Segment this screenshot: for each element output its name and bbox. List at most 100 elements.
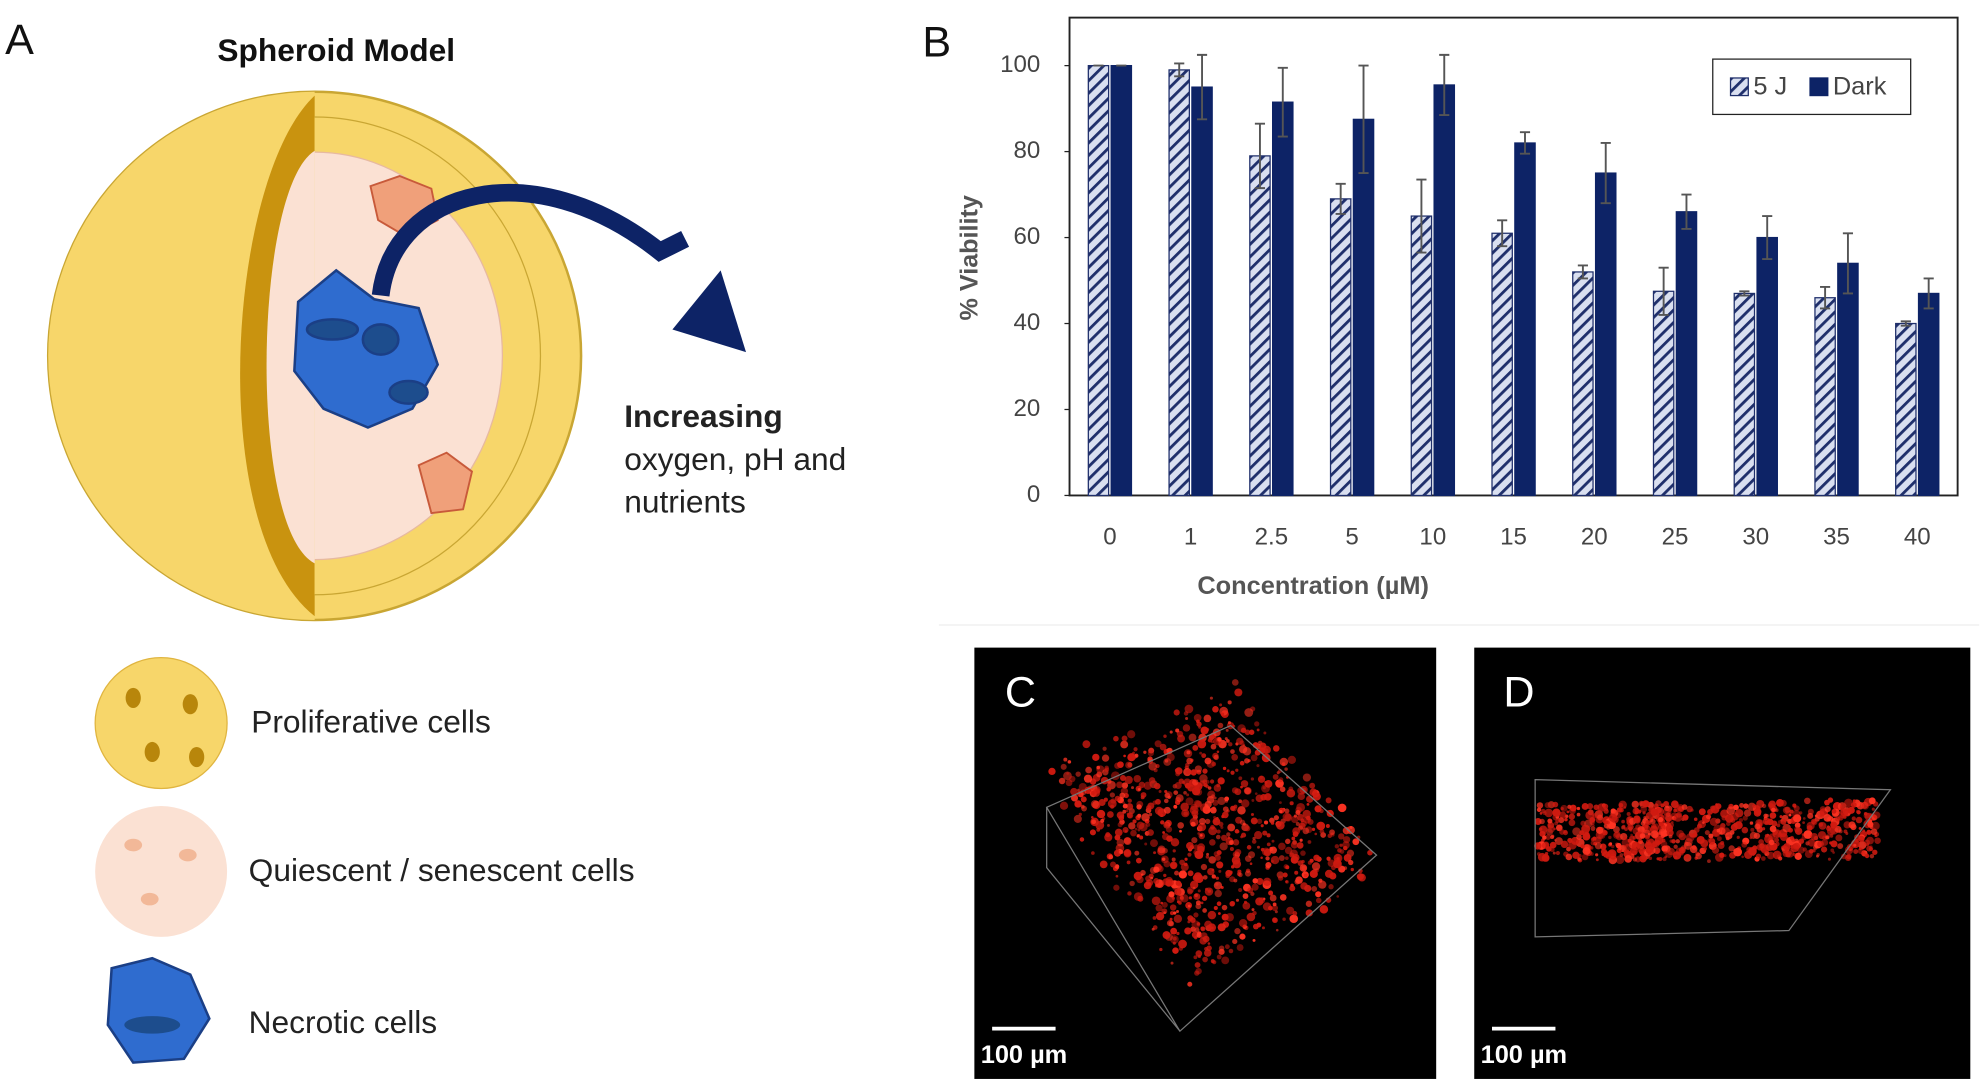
cell-dot: [1665, 817, 1671, 823]
x-tick-label: 40: [1904, 524, 1931, 551]
cell-dot: [1678, 846, 1686, 854]
error-bar: [1900, 320, 1911, 327]
cell-dot: [1792, 852, 1796, 857]
cell-dot: [1175, 880, 1182, 886]
cell-dot: [1082, 740, 1091, 749]
cell-dot: [1682, 814, 1689, 821]
cell-dot: [1622, 824, 1626, 829]
error-bar: [1923, 277, 1934, 310]
cell-dot: [1764, 834, 1769, 838]
cell-dot: [1228, 742, 1233, 747]
cell-dot: [1204, 818, 1211, 825]
plot-frame: [1068, 16, 1959, 497]
cell-dot: [1589, 851, 1594, 856]
cell-dot: [1204, 887, 1209, 891]
cell-dot: [1220, 834, 1228, 842]
cell-dot: [1254, 792, 1258, 795]
cell-dot: [1125, 809, 1129, 813]
cell-dot: [1763, 813, 1768, 818]
cell-dot: [1816, 854, 1819, 858]
cell-dot: [1803, 830, 1813, 839]
cell-dot: [1123, 837, 1132, 845]
cell-dot: [1080, 796, 1087, 803]
cell-dot: [1190, 821, 1196, 827]
cell-dot: [1137, 828, 1141, 832]
cell-dot: [1269, 846, 1277, 854]
cell-dot: [1539, 818, 1545, 825]
arrow-text: oxygen, pH and: [624, 441, 846, 477]
cell-dot: [1693, 827, 1700, 833]
cell-dot: [1552, 801, 1559, 808]
cell-dot: [1147, 829, 1154, 836]
cell-dot: [1171, 896, 1175, 900]
cell-dot: [1595, 858, 1599, 862]
bar: [1814, 297, 1836, 497]
cell-dot: [1260, 856, 1263, 860]
cell-dot: [1604, 820, 1609, 825]
cell-dot: [1178, 939, 1187, 949]
cell-dot: [1594, 842, 1602, 850]
cell-dot: [1204, 920, 1212, 929]
cell-dot: [1230, 749, 1235, 754]
bar: [1168, 69, 1190, 497]
bar: [1733, 292, 1756, 497]
cell-dot: [1568, 819, 1576, 827]
cell-dot: [1702, 821, 1705, 824]
cell-dot: [1195, 950, 1203, 957]
y-tick-label: 40: [1014, 309, 1041, 336]
cell-dot: [1126, 860, 1131, 865]
cell-dot: [1850, 839, 1860, 849]
cell-dot: [1224, 944, 1230, 950]
cell-dot: [1673, 855, 1678, 860]
cell-dot: [1837, 843, 1844, 850]
cell-dot: [1294, 870, 1299, 875]
cell-dot: [1145, 879, 1154, 887]
cell-dot: [1114, 795, 1121, 802]
bar: [1410, 215, 1433, 497]
cell-dot: [1117, 822, 1123, 828]
cell-dot: [1078, 792, 1084, 798]
error-bar: [1577, 264, 1588, 280]
cell-dot: [1217, 796, 1226, 806]
cell-dot: [1319, 829, 1325, 834]
cell-dot: [1698, 808, 1706, 816]
cell-dot: [1104, 767, 1110, 773]
cell-dot: [1319, 905, 1329, 914]
cell-dot: [1113, 735, 1119, 742]
cell-dot: [1206, 945, 1212, 951]
cell-dot: [1289, 801, 1294, 806]
cell-dot: [1834, 825, 1842, 833]
cell-dot: [1268, 905, 1273, 911]
cell-dot: [1103, 797, 1108, 802]
cell-dot: [1761, 827, 1766, 831]
cell-dot: [1119, 775, 1127, 781]
cell-dot: [1251, 799, 1255, 802]
cell-dot: [1184, 857, 1188, 861]
cell-dot: [1133, 747, 1138, 752]
cell-dot: [1262, 785, 1266, 790]
cell-dot: [1780, 819, 1787, 825]
cell-dot: [1645, 819, 1650, 825]
cell-dot: [1224, 737, 1228, 741]
cell-dot: [1768, 800, 1776, 808]
cell-dot: [1215, 834, 1221, 840]
cell-dot: [1204, 757, 1212, 765]
cell-dot: [1124, 775, 1133, 785]
cell-dot: [1858, 835, 1865, 843]
bar: [1191, 86, 1213, 497]
cell-dot: [1640, 821, 1646, 826]
cell-dot: [1122, 801, 1125, 805]
cell-dot: [1058, 777, 1066, 785]
cell-dot: [1123, 849, 1132, 858]
cell-dot: [1749, 836, 1753, 840]
cell-dot: [1791, 837, 1796, 843]
cell-dot: [1285, 880, 1288, 883]
cell-dot: [1170, 927, 1178, 935]
cell-dot: [1324, 869, 1334, 878]
cell-dot: [1151, 927, 1155, 931]
cell-dot: [1829, 841, 1833, 845]
cell-dot: [1234, 829, 1240, 834]
cell-dot: [1826, 827, 1836, 836]
cell-dot: [1168, 891, 1175, 898]
cell-dot: [1707, 859, 1711, 863]
